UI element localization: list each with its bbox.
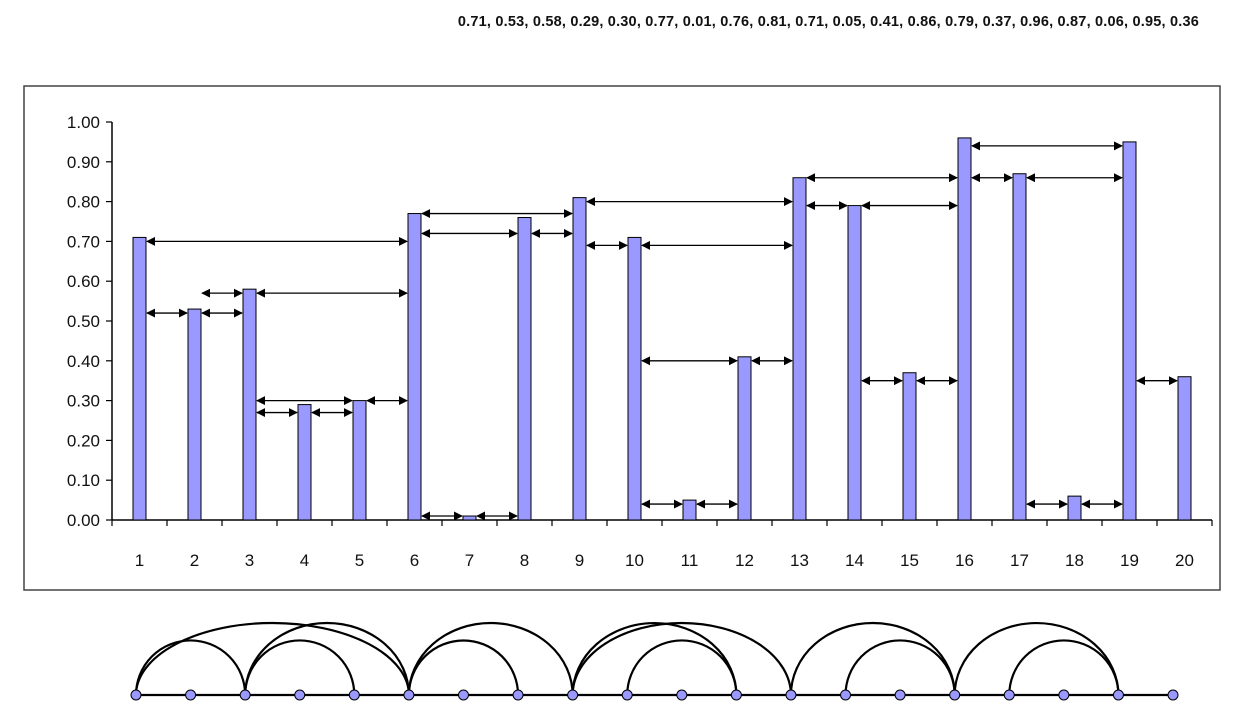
graph-node-2 [185,689,197,701]
bar-5 [352,400,367,521]
x-tick-label: 13 [790,551,809,570]
x-tick-label: 16 [955,551,974,570]
bar-8 [517,217,532,521]
graph-node-9 [567,689,579,701]
graph-node-5 [348,689,360,701]
graph-node-8 [512,689,524,701]
graph-node-11 [676,689,688,701]
bar-9 [572,197,587,521]
bar-20 [1177,376,1192,521]
y-tick-label: 0.10 [67,471,100,490]
series-values-text: 0.71, 0.53, 0.58, 0.29, 0.30, 0.77, 0.01… [457,14,1199,30]
x-tick-label: 17 [1010,551,1029,570]
x-tick-label: 2 [190,551,199,570]
y-tick-label: 0.40 [67,352,100,371]
graph-node-15 [894,689,906,701]
x-tick-label: 18 [1065,551,1084,570]
bar-15 [902,372,917,521]
x-tick-label: 11 [681,551,699,570]
bar-6 [407,213,422,521]
graph-node-19 [1112,689,1124,701]
bar-4 [297,404,312,521]
graph-node-4 [294,689,306,701]
graph-edge-14-16 [844,639,956,696]
x-tick-label: 1 [135,551,144,570]
y-tick-label: 1.00 [67,113,100,132]
graph-node-3 [239,689,251,701]
graph-edge-17-19 [1008,639,1120,696]
graph-node-13 [785,689,797,701]
graph-edge-9-13 [571,622,793,696]
graph-edge-6-8 [407,639,520,696]
bar-3 [242,288,257,521]
graph-edge-3-5 [244,639,356,696]
y-tick-label: 0.30 [67,392,100,411]
graph-edge-13-16 [789,621,956,696]
x-tick-label: 4 [300,551,309,570]
bar-17 [1012,173,1027,521]
graph-node-14 [840,689,852,701]
bar-1 [132,236,147,521]
bar-2 [187,308,202,521]
graph-node-1 [130,689,142,701]
bar-19 [1122,141,1137,521]
graph-edge-1-6 [134,621,410,696]
y-tick-label: 0.60 [67,272,100,291]
y-tick-label: 0.20 [67,431,100,450]
graph-node-20 [1167,689,1179,701]
graph-edge-1-3 [134,639,247,696]
x-tick-label: 19 [1120,551,1139,570]
bar-12 [737,356,752,521]
y-tick-label: 0.50 [67,312,100,331]
graph-node-17 [1003,689,1015,701]
graph-node-7 [457,689,469,701]
graph-edge-9-12 [571,622,738,696]
x-tick-label: 12 [735,551,754,570]
y-tick-label: 0.80 [67,193,100,212]
bar-18 [1067,495,1082,521]
x-tick-label: 8 [520,551,529,570]
y-tick-label: 0.70 [67,232,100,251]
graph-edge-10-12 [626,639,738,696]
bar-7 [462,515,477,521]
chart-frame [23,85,1221,591]
x-tick-label: 14 [845,551,864,570]
x-tick-label: 20 [1175,551,1194,570]
bar-11 [682,499,697,521]
x-tick-label: 9 [575,551,584,570]
bar-14 [847,205,862,521]
bar-16 [957,137,972,521]
graph-node-6 [403,689,415,701]
y-tick-label: 0.00 [67,511,100,530]
x-tick-label: 7 [465,551,474,570]
x-tick-label: 6 [410,551,419,570]
bar-10 [627,236,642,521]
graph-edge-3-6 [244,621,410,696]
bar-13 [792,177,807,521]
y-tick-label: 0.90 [67,153,100,172]
x-tick-label: 5 [355,551,364,570]
x-tick-label: 10 [625,551,644,570]
graph-node-12 [730,689,742,701]
x-tick-label: 15 [900,551,919,570]
graph-edge-6-9 [407,621,574,696]
graph-node-16 [949,689,961,701]
x-tick-label: 3 [245,551,254,570]
graph-edge-16-19 [953,622,1120,696]
graph-node-18 [1058,689,1070,701]
graph-node-10 [621,689,633,701]
